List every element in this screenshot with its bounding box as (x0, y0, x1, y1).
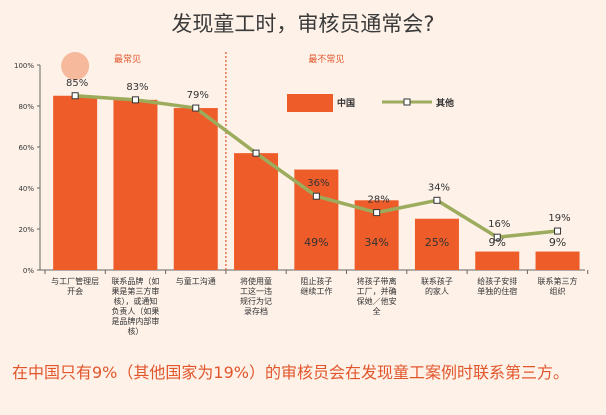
chart-legend: 中国 其他 (287, 94, 454, 112)
bar-value-label: 9% (549, 236, 566, 249)
chart-title: 发现童工时，审核员通常会? (171, 12, 435, 36)
bar (113, 99, 158, 270)
line-point (312, 192, 320, 200)
section-label-least-common: 最不常见 (308, 53, 344, 65)
chart-bars (53, 95, 580, 270)
bar (234, 153, 279, 270)
bar (53, 95, 98, 270)
y-tick-label: 40% (18, 185, 34, 193)
category-label: 阻止孩子继续工作 (300, 276, 332, 296)
legend-marker-other (403, 98, 411, 106)
line-point (433, 196, 441, 204)
bar (535, 251, 580, 270)
bar (475, 251, 520, 270)
y-tick-label: 0% (23, 267, 34, 275)
category-label: 联系品牌（如果是第三方审核），或通知负责人（如果是品牌内部审核） (111, 276, 159, 336)
y-tick-label: 20% (18, 226, 34, 234)
category-label: 联系孩子的家人 (421, 276, 453, 296)
bar (173, 108, 218, 270)
line-value-label: 28% (368, 195, 390, 206)
bar (414, 218, 459, 270)
highlight-circle (61, 52, 90, 80)
line-value-label: 19% (548, 213, 570, 224)
line-point (252, 149, 260, 157)
category-label: 与工厂管理层开会 (51, 276, 99, 296)
category-label: 与童工沟通 (176, 276, 216, 286)
bar-value-label: 25% (425, 236, 449, 249)
line-point (554, 227, 562, 235)
chart-caption: 在中国只有9%（其他国家为19%）的审核员会在发现童工案例时联系第三方。 (12, 363, 569, 382)
chart-svg: 0% 20% 40% 60% 80% 100% 最常见 最不常见 49% 34% 25% 9% 9% 8… (14, 52, 589, 336)
category-label: 将使用童工这一违规行为记录存档 (240, 276, 272, 316)
y-tick-label: 60% (18, 144, 34, 152)
line-point (71, 92, 79, 100)
legend-swatch-china (287, 94, 333, 112)
line-value-label: 83% (126, 82, 148, 93)
line-point (192, 104, 200, 112)
line-value-label: 36% (307, 178, 329, 189)
y-tick-label: 100% (14, 62, 34, 70)
bar-value-label: 9% (489, 236, 506, 249)
line-point (131, 96, 139, 104)
line-value-label: 16% (488, 219, 510, 230)
category-label: 将孩子带离工厂，并确保她／他安全 (357, 276, 397, 316)
y-tick-label: 80% (18, 103, 34, 111)
category-label: 联系第三方组织 (538, 276, 578, 296)
line-value-label: 85% (66, 78, 88, 89)
chart-labels: 49% 34% 25% 9% 9% 85% 83% 79% 36% 28% 34% 16% 19% 与工厂… (51, 52, 578, 336)
section-label-most-common: 最常见 (114, 53, 141, 65)
legend-label-other: 其他 (436, 97, 454, 109)
category-label: 给孩子安排单独的住宿 (477, 276, 517, 296)
line-value-label: 79% (187, 90, 209, 101)
legend-label-china: 中国 (337, 97, 355, 109)
line-value-label: 34% (428, 182, 450, 193)
bar-value-label: 34% (364, 236, 388, 249)
line-point (373, 209, 381, 217)
line-point (493, 233, 501, 241)
chart-line (71, 92, 562, 241)
bar-value-label: 49% (304, 236, 328, 249)
